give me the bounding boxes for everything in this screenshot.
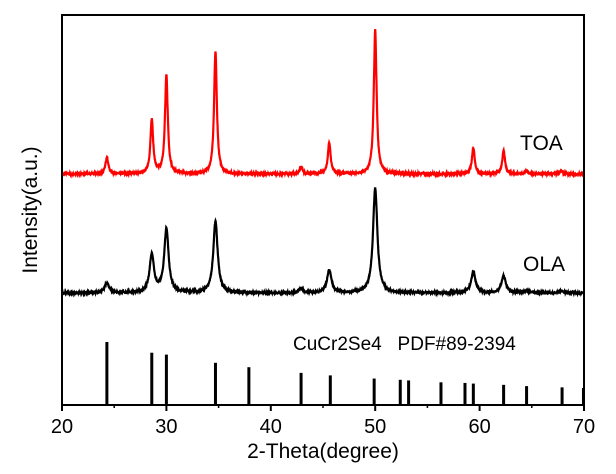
reference-label: CuCr2Se4 PDF#89-2394 [293, 334, 516, 355]
series-line-toa [60, 29, 585, 179]
x-tick-label: 40 [260, 416, 282, 438]
x-tick-label: 60 [468, 416, 490, 438]
x-axis-title: 2-Theta(degree) [247, 440, 399, 463]
x-tick-label: 70 [573, 416, 595, 438]
series-label-toa: TOA [520, 132, 563, 155]
x-tick-label: 30 [155, 416, 177, 438]
series-label-ola: OLA [523, 253, 565, 276]
series-line-ola [61, 187, 585, 298]
y-axis-title: Intensity(a.u.) [19, 146, 42, 273]
x-tick-label: 50 [364, 416, 386, 438]
x-tick-label: 20 [51, 416, 73, 438]
